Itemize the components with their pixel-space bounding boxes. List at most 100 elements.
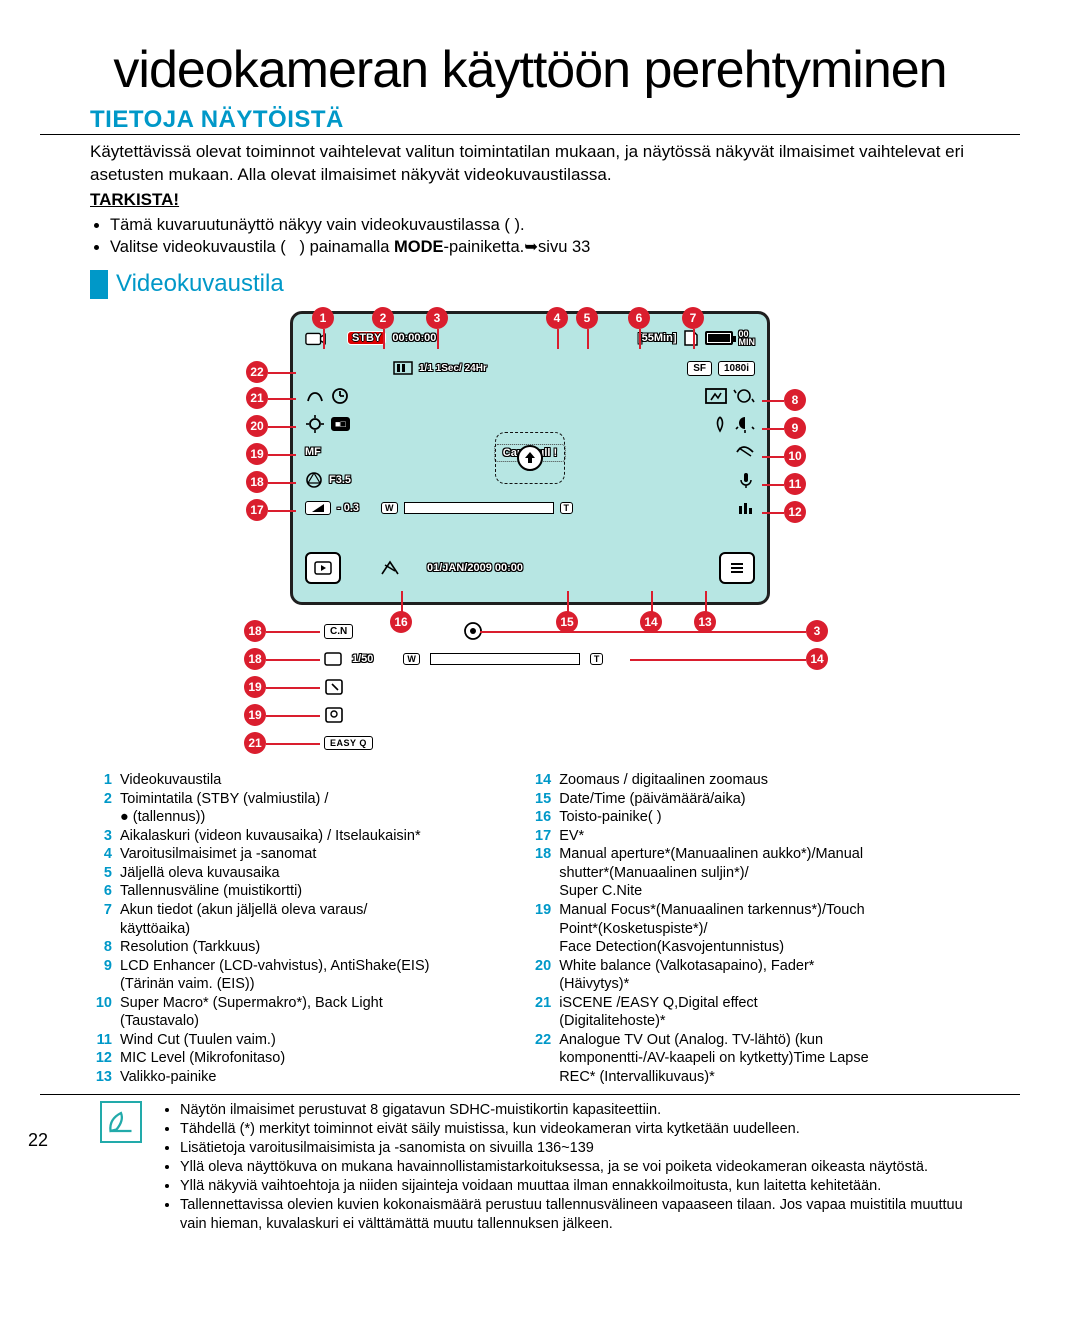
timelapse-icon <box>393 361 413 375</box>
legend-row: 14Zoomaus / digitaalinen zoomaus <box>529 771 960 790</box>
macro-icon <box>711 415 729 433</box>
ev-icon <box>305 501 331 515</box>
interval-text: 1/1 1Sec/ 24Hr <box>419 363 487 374</box>
cn-label: C.N <box>324 624 353 639</box>
marker: 19 <box>244 704 266 726</box>
marker: 12 <box>784 501 806 523</box>
page-title: videokameran käyttöön perehtyminen <box>40 40 1020 100</box>
note-item: Yllä oleva näyttökuva on mukana havainno… <box>180 1158 970 1177</box>
note-item: Tallennettavissa olevien kuvien kokonais… <box>180 1196 970 1234</box>
sf-label: SF <box>687 361 712 376</box>
wb-icon <box>305 414 325 434</box>
legend-row: 6Tallennusväline (muistikortti) <box>90 882 521 901</box>
marker: 3 <box>806 620 828 642</box>
marker: 14 <box>640 611 662 633</box>
marker: 21 <box>244 732 266 754</box>
legend-right-col: 14Zoomaus / digitaalinen zoomaus15Date/T… <box>529 771 960 1086</box>
time-counter: 00:00:00 <box>392 332 436 344</box>
playback-button <box>305 552 341 584</box>
legend-row: 15Date/Time (päivämäärä/aika) <box>529 790 960 809</box>
legend-row: REC* (Intervallikuvaus)* <box>529 1068 960 1087</box>
shutter-value: 1/50 <box>352 653 373 665</box>
marker: 19 <box>244 676 266 698</box>
resolution-label: 1080i <box>718 361 755 376</box>
check-bullets: Tämä kuvaruutunäyttö näkyy vain videokuv… <box>40 214 1020 259</box>
legend-row: 21iSCENE /EASY Q,Digital effect <box>529 994 960 1013</box>
battery-icon <box>705 331 733 345</box>
legend-row: 22Analogue TV Out (Analog. TV-lähtö) (ku… <box>529 1031 960 1050</box>
legend-row: 7Akun tiedot (akun jäljellä oleva varaus… <box>90 901 521 920</box>
zoom-bar <box>404 502 554 514</box>
ev-value: - 0.3 <box>337 502 359 514</box>
legend-row: 2Toimintatila (STBY (valmiustila) / <box>90 790 521 809</box>
marker: 3 <box>426 307 448 329</box>
subsection-title: Videokuvaustila <box>90 270 1020 299</box>
marker: 22 <box>246 361 268 383</box>
legend-row: 8Resolution (Tarkkuus) <box>90 938 521 957</box>
aux-zoom-bar <box>430 653 580 665</box>
check-heading: TARKISTA! <box>40 189 1020 212</box>
marker: 16 <box>390 611 412 633</box>
marker: 17 <box>246 499 268 521</box>
legend-row: 4Varoitusilmaisimet ja -sanomat <box>90 845 521 864</box>
fader-icon: ■□ <box>331 417 350 431</box>
legend-row: 17EV* <box>529 827 960 846</box>
marker: 8 <box>784 389 806 411</box>
legend-left-col: 1Videokuvaustila2Toimintatila (STBY (val… <box>90 771 521 1086</box>
legend-row: 13Valikko-painike <box>90 1068 521 1087</box>
note-item: Yllä näkyviä vaihtoehtoja ja niiden sija… <box>180 1177 970 1196</box>
legend-row: shutter*(Manuaalinen suljin*)/ <box>529 864 960 883</box>
legend-row: (Häivytys)* <box>529 975 960 994</box>
aux-panel: 18 C.N 3 18 1/50 W T 14 19 <box>290 617 770 757</box>
face-detection-icon <box>324 706 344 724</box>
miclevel-icon <box>737 471 755 489</box>
legend-row: ● (tallennus)) <box>90 808 521 827</box>
fstop-label: F3.5 <box>329 474 351 486</box>
section-title: TIETOJA NÄYTÖISTÄ <box>40 106 1020 135</box>
bullet-item: Valitse videokuvaustila ( ) painamalla M… <box>110 236 1020 258</box>
marker: 6 <box>628 307 650 329</box>
marker: 7 <box>682 307 704 329</box>
legend-row: 19Manual Focus*(Manuaalinen tarkennus*)/… <box>529 901 960 920</box>
lcd-diagram: 1 2 3 4 5 6 7 22 21 20 19 18 17 8 9 10 1… <box>220 311 840 757</box>
lcd-panel: STBY 00:00:00 [55Min] 00MIN 1/1 1Sec/ 24… <box>290 311 770 605</box>
note-icon <box>100 1101 142 1143</box>
datetime-label: 01/JAN/2009 00:00 <box>427 562 523 574</box>
marker: 21 <box>246 387 268 409</box>
marker: 11 <box>784 473 806 495</box>
intro-paragraph: Käytettävissä olevat toiminnot vaihtelev… <box>40 141 1020 187</box>
shutter-icon <box>324 652 342 666</box>
legend-row: (Digitalitehoste)* <box>529 1012 960 1031</box>
touchpoint-icon <box>324 678 344 696</box>
aperture-icon <box>305 471 323 489</box>
legend: 1Videokuvaustila2Toimintatila (STBY (val… <box>40 771 1020 1086</box>
marker: 9 <box>784 417 806 439</box>
marker: 1 <box>312 307 334 329</box>
note-item: Lisätietoja varoitusilmaisimista ja -san… <box>180 1139 970 1158</box>
marker: 5 <box>576 307 598 329</box>
marker: 2 <box>372 307 394 329</box>
marker: 18 <box>244 648 266 670</box>
legend-row: 1Videokuvaustila <box>90 771 521 790</box>
card-icon <box>683 329 699 347</box>
bullet-item: Tämä kuvaruutunäyttö näkyy vain videokuv… <box>110 214 1020 236</box>
min-badge: 00MIN <box>739 330 756 346</box>
legend-row: 5Jäljellä oleva kuvausaika <box>90 864 521 883</box>
legend-row: Face Detection(Kasvojentunnistus) <box>529 938 960 957</box>
lcd-enhancer-icon <box>705 388 727 404</box>
marker: 18 <box>246 471 268 493</box>
marker: 4 <box>546 307 568 329</box>
legend-row: 20White balance (Valkotasapaino), Fader* <box>529 957 960 976</box>
note-item: Näytön ilmaisimet perustuvat 8 gigatavun… <box>180 1101 970 1120</box>
easyq-label: EASY Q <box>324 736 373 750</box>
legend-row: 11Wind Cut (Tuulen vaim.) <box>90 1031 521 1050</box>
backlight-icon <box>735 415 755 433</box>
legend-row: 10Super Macro* (Supermakro*), Back Light <box>90 994 521 1013</box>
legend-row: Point*(Kosketuspiste*)/ <box>529 920 960 939</box>
marker: 20 <box>246 415 268 437</box>
legend-row: 18Manual aperture*(Manuaalinen aukko*)/M… <box>529 845 960 864</box>
marker: 19 <box>246 443 268 465</box>
rec-hint-icon <box>495 432 565 484</box>
legend-row: 3Aikalaskuri (videon kuvausaika) / Itsel… <box>90 827 521 846</box>
legend-row: Super C.Nite <box>529 882 960 901</box>
